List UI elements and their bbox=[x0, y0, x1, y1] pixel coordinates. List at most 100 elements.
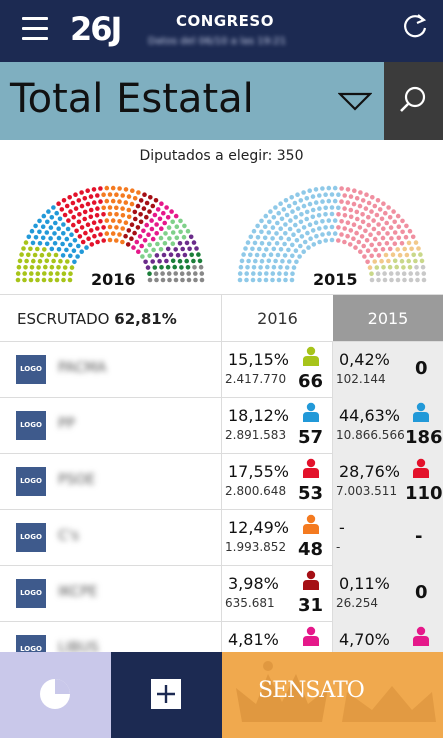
seat-dot bbox=[259, 229, 264, 235]
seat-dot bbox=[371, 226, 377, 232]
seat-dot bbox=[295, 192, 300, 197]
tab-2015[interactable]: 2015 bbox=[333, 295, 443, 341]
seat-dot bbox=[120, 226, 125, 231]
seat-dot bbox=[74, 228, 79, 234]
seat-dot bbox=[52, 241, 58, 246]
seats-to-elect: Diputados a elegir: 350 bbox=[139, 148, 304, 164]
party-name: PP bbox=[58, 416, 75, 432]
seat-dot bbox=[143, 248, 149, 253]
seat-dot bbox=[49, 264, 55, 270]
seat-dot bbox=[82, 216, 87, 222]
seat-dot bbox=[135, 203, 141, 209]
seat-dot bbox=[377, 241, 382, 247]
search-button[interactable] bbox=[384, 62, 443, 140]
seat-dot bbox=[173, 271, 178, 276]
seat-dot bbox=[251, 265, 257, 270]
seat-dot bbox=[376, 277, 381, 283]
seat-dot bbox=[23, 265, 28, 270]
seat-dot bbox=[268, 209, 273, 214]
sponsor-logo: SENSATO bbox=[258, 678, 365, 703]
seat-dot bbox=[53, 252, 59, 258]
seat-dot bbox=[140, 254, 145, 259]
seat-dot bbox=[15, 277, 21, 283]
seat-dot bbox=[395, 277, 401, 283]
seat-dot bbox=[48, 225, 54, 230]
seat-dot bbox=[294, 238, 300, 243]
party-row[interactable]: LOGO LIBUS 4,81% 4,70% bbox=[0, 622, 443, 652]
triangle-down-icon[interactable] bbox=[338, 92, 372, 112]
seat-dot bbox=[392, 219, 397, 225]
seat-dot bbox=[62, 212, 68, 218]
seat-dot bbox=[289, 277, 295, 283]
seat-dot bbox=[323, 205, 328, 211]
seat-dot bbox=[360, 219, 366, 225]
seat-dot bbox=[278, 226, 283, 231]
party-logo: LOGO bbox=[16, 355, 46, 384]
seat-dot bbox=[243, 246, 248, 251]
seat-dot bbox=[54, 210, 59, 216]
seat-dot bbox=[185, 265, 191, 270]
pie-chart-button[interactable] bbox=[0, 652, 111, 738]
seat-dot bbox=[262, 235, 268, 241]
seat-dot bbox=[342, 239, 347, 245]
seat-dot bbox=[37, 258, 43, 264]
seat-dot bbox=[42, 247, 47, 252]
seat-dot bbox=[95, 226, 100, 231]
seat-dot bbox=[332, 231, 338, 236]
seat-dot bbox=[387, 246, 393, 252]
seat-dot bbox=[360, 198, 366, 203]
seat-dot bbox=[320, 199, 325, 204]
seat-dot bbox=[166, 271, 172, 276]
party-row[interactable]: LOGO PP 18,12% 2.891.583 57 44,63% 10.866.566 1… bbox=[0, 398, 443, 454]
seat-dot bbox=[159, 265, 164, 270]
region-selector[interactable]: Total Estatal bbox=[0, 62, 384, 140]
result-2015-cell: 4,70% bbox=[333, 622, 443, 652]
seat-dot bbox=[95, 193, 100, 198]
seat-dot bbox=[199, 271, 205, 276]
seat-dot bbox=[179, 265, 184, 270]
hamburger-menu-icon[interactable] bbox=[22, 17, 48, 41]
seat-dot bbox=[65, 226, 71, 232]
party-row[interactable]: LOGO C's 12,49% 1.993.852 48- - - bbox=[0, 510, 443, 566]
seat-dot bbox=[371, 218, 376, 223]
party-row[interactable]: LOGO IKCPE 3,98% 635.681 31 0,11% 26.254 0 bbox=[0, 566, 443, 622]
seat-dot bbox=[360, 212, 365, 217]
seat-dot bbox=[297, 254, 302, 259]
tab-2016[interactable]: 2016 bbox=[257, 309, 298, 328]
seat-dot bbox=[56, 226, 61, 231]
seat-dot bbox=[263, 277, 269, 283]
seat-dot bbox=[284, 212, 290, 218]
seat-dot bbox=[72, 238, 78, 243]
seat-dot bbox=[45, 219, 50, 225]
seat-dot bbox=[366, 214, 371, 220]
app-logo: 26J bbox=[70, 10, 122, 48]
seat-dot bbox=[278, 265, 283, 270]
vote-percent-2016: 15,15% bbox=[228, 350, 290, 369]
seat-dot bbox=[282, 241, 287, 247]
seat-dot bbox=[374, 212, 380, 218]
seat-dot bbox=[61, 222, 66, 227]
seat-dot bbox=[79, 203, 85, 209]
add-button[interactable] bbox=[111, 652, 222, 738]
seat-dot bbox=[354, 209, 360, 215]
refresh-icon[interactable] bbox=[401, 12, 429, 42]
seat-dot bbox=[157, 258, 162, 264]
seat-dot bbox=[257, 271, 263, 276]
seat-dot bbox=[326, 218, 332, 223]
seat-dot bbox=[250, 246, 255, 252]
seat-dot bbox=[336, 225, 341, 230]
seat-dot bbox=[267, 219, 272, 225]
seat-dot bbox=[77, 234, 83, 239]
seat-dot bbox=[271, 246, 277, 252]
seat-dot bbox=[348, 214, 354, 220]
seat-dot bbox=[286, 203, 292, 209]
seat-dot bbox=[82, 209, 88, 215]
seat-dot bbox=[301, 225, 307, 230]
counted-value: 62,81% bbox=[114, 310, 177, 328]
sponsor-banner[interactable]: SENSATO bbox=[222, 652, 443, 738]
seat-dot bbox=[169, 209, 174, 214]
party-row[interactable]: LOGO PSOE 17,55% 2.800.648 53 28,76% 7.003.511… bbox=[0, 454, 443, 510]
seat-dot bbox=[355, 216, 360, 222]
party-row[interactable]: LOGO PACMA 15,15% 2.417.770 66 0,42% 102.144 0 bbox=[0, 342, 443, 398]
seat-dot bbox=[158, 247, 164, 252]
